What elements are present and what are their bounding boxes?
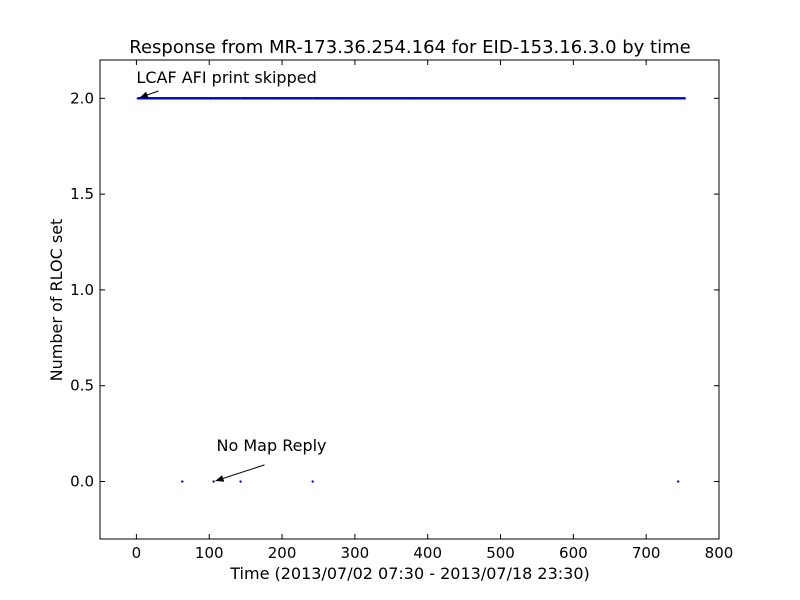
x-tick-label: 300 xyxy=(341,544,370,562)
data-point xyxy=(181,480,184,483)
x-tick-label: 400 xyxy=(413,544,442,562)
y-tick-label: 2.0 xyxy=(70,89,94,107)
x-tick-label: 0 xyxy=(132,544,142,562)
data-point xyxy=(677,480,680,483)
x-tick-label: 100 xyxy=(195,544,224,562)
x-tick-label: 700 xyxy=(632,544,661,562)
x-tick-label: 500 xyxy=(486,544,515,562)
x-tick-label: 600 xyxy=(559,544,588,562)
data-point xyxy=(683,97,686,100)
annotation-arrowhead xyxy=(215,475,225,482)
y-tick-label: 1.5 xyxy=(70,185,94,203)
y-tick-label: 1.0 xyxy=(70,281,94,299)
y-axis-ticks: 0.0 0.5 1.0 1.5 2.0 xyxy=(70,89,719,491)
y-axis-label: Number of RLOC set xyxy=(47,219,66,382)
annotation-label: LCAF AFI print skipped xyxy=(136,68,316,87)
plot-area: 0 100 200 300 400 500 600 700 800 0.0 0.5 1.0 1.5 2.… xyxy=(70,59,734,562)
chart-title: Response from MR-173.36.254.164 for EID-… xyxy=(129,37,690,58)
annotation-label: No Map Reply xyxy=(217,436,327,455)
data-point xyxy=(239,480,242,483)
x-axis-label: Time (2013/07/02 07:30 - 2013/07/18 23:3… xyxy=(229,564,590,583)
y-tick-label: 0.0 xyxy=(70,473,94,491)
data-point xyxy=(311,480,314,483)
x-axis-ticks: 0 100 200 300 400 500 600 700 800 xyxy=(132,60,734,562)
annotations: LCAF AFI print skipped No Map Reply xyxy=(136,68,327,482)
annotation-arrow xyxy=(215,464,265,482)
x-tick-label: 200 xyxy=(268,544,297,562)
annotation-arrowhead xyxy=(139,91,149,99)
x-tick-label: 800 xyxy=(705,544,734,562)
data-point xyxy=(212,480,215,483)
plot-frame xyxy=(99,59,720,540)
data-points xyxy=(136,97,686,483)
y-tick-label: 0.5 xyxy=(70,377,94,395)
